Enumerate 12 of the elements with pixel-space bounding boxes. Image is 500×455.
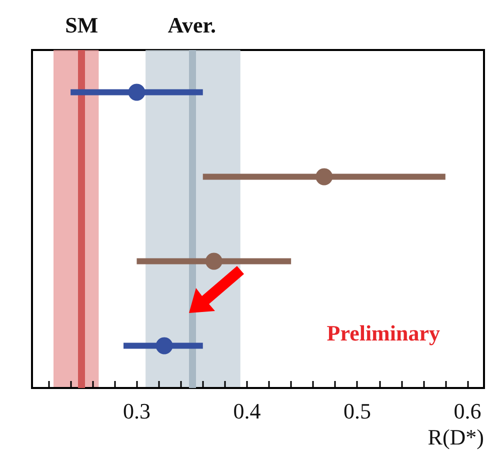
point (156, 337, 173, 354)
point (205, 252, 222, 270)
point (128, 84, 146, 101)
x-tick-label: 0.3 (122, 398, 150, 424)
x-tick-label: 0.6 (454, 398, 482, 424)
ref-line-label: Aver. (168, 12, 216, 38)
x-tick-label: 0.5 (343, 398, 371, 424)
point (316, 168, 333, 186)
x-axis-title: R(D*) (428, 424, 484, 450)
annotation: Preliminary (326, 320, 440, 346)
ref-line-label: SM (65, 12, 98, 38)
x-tick-label: 0.4 (233, 398, 261, 424)
